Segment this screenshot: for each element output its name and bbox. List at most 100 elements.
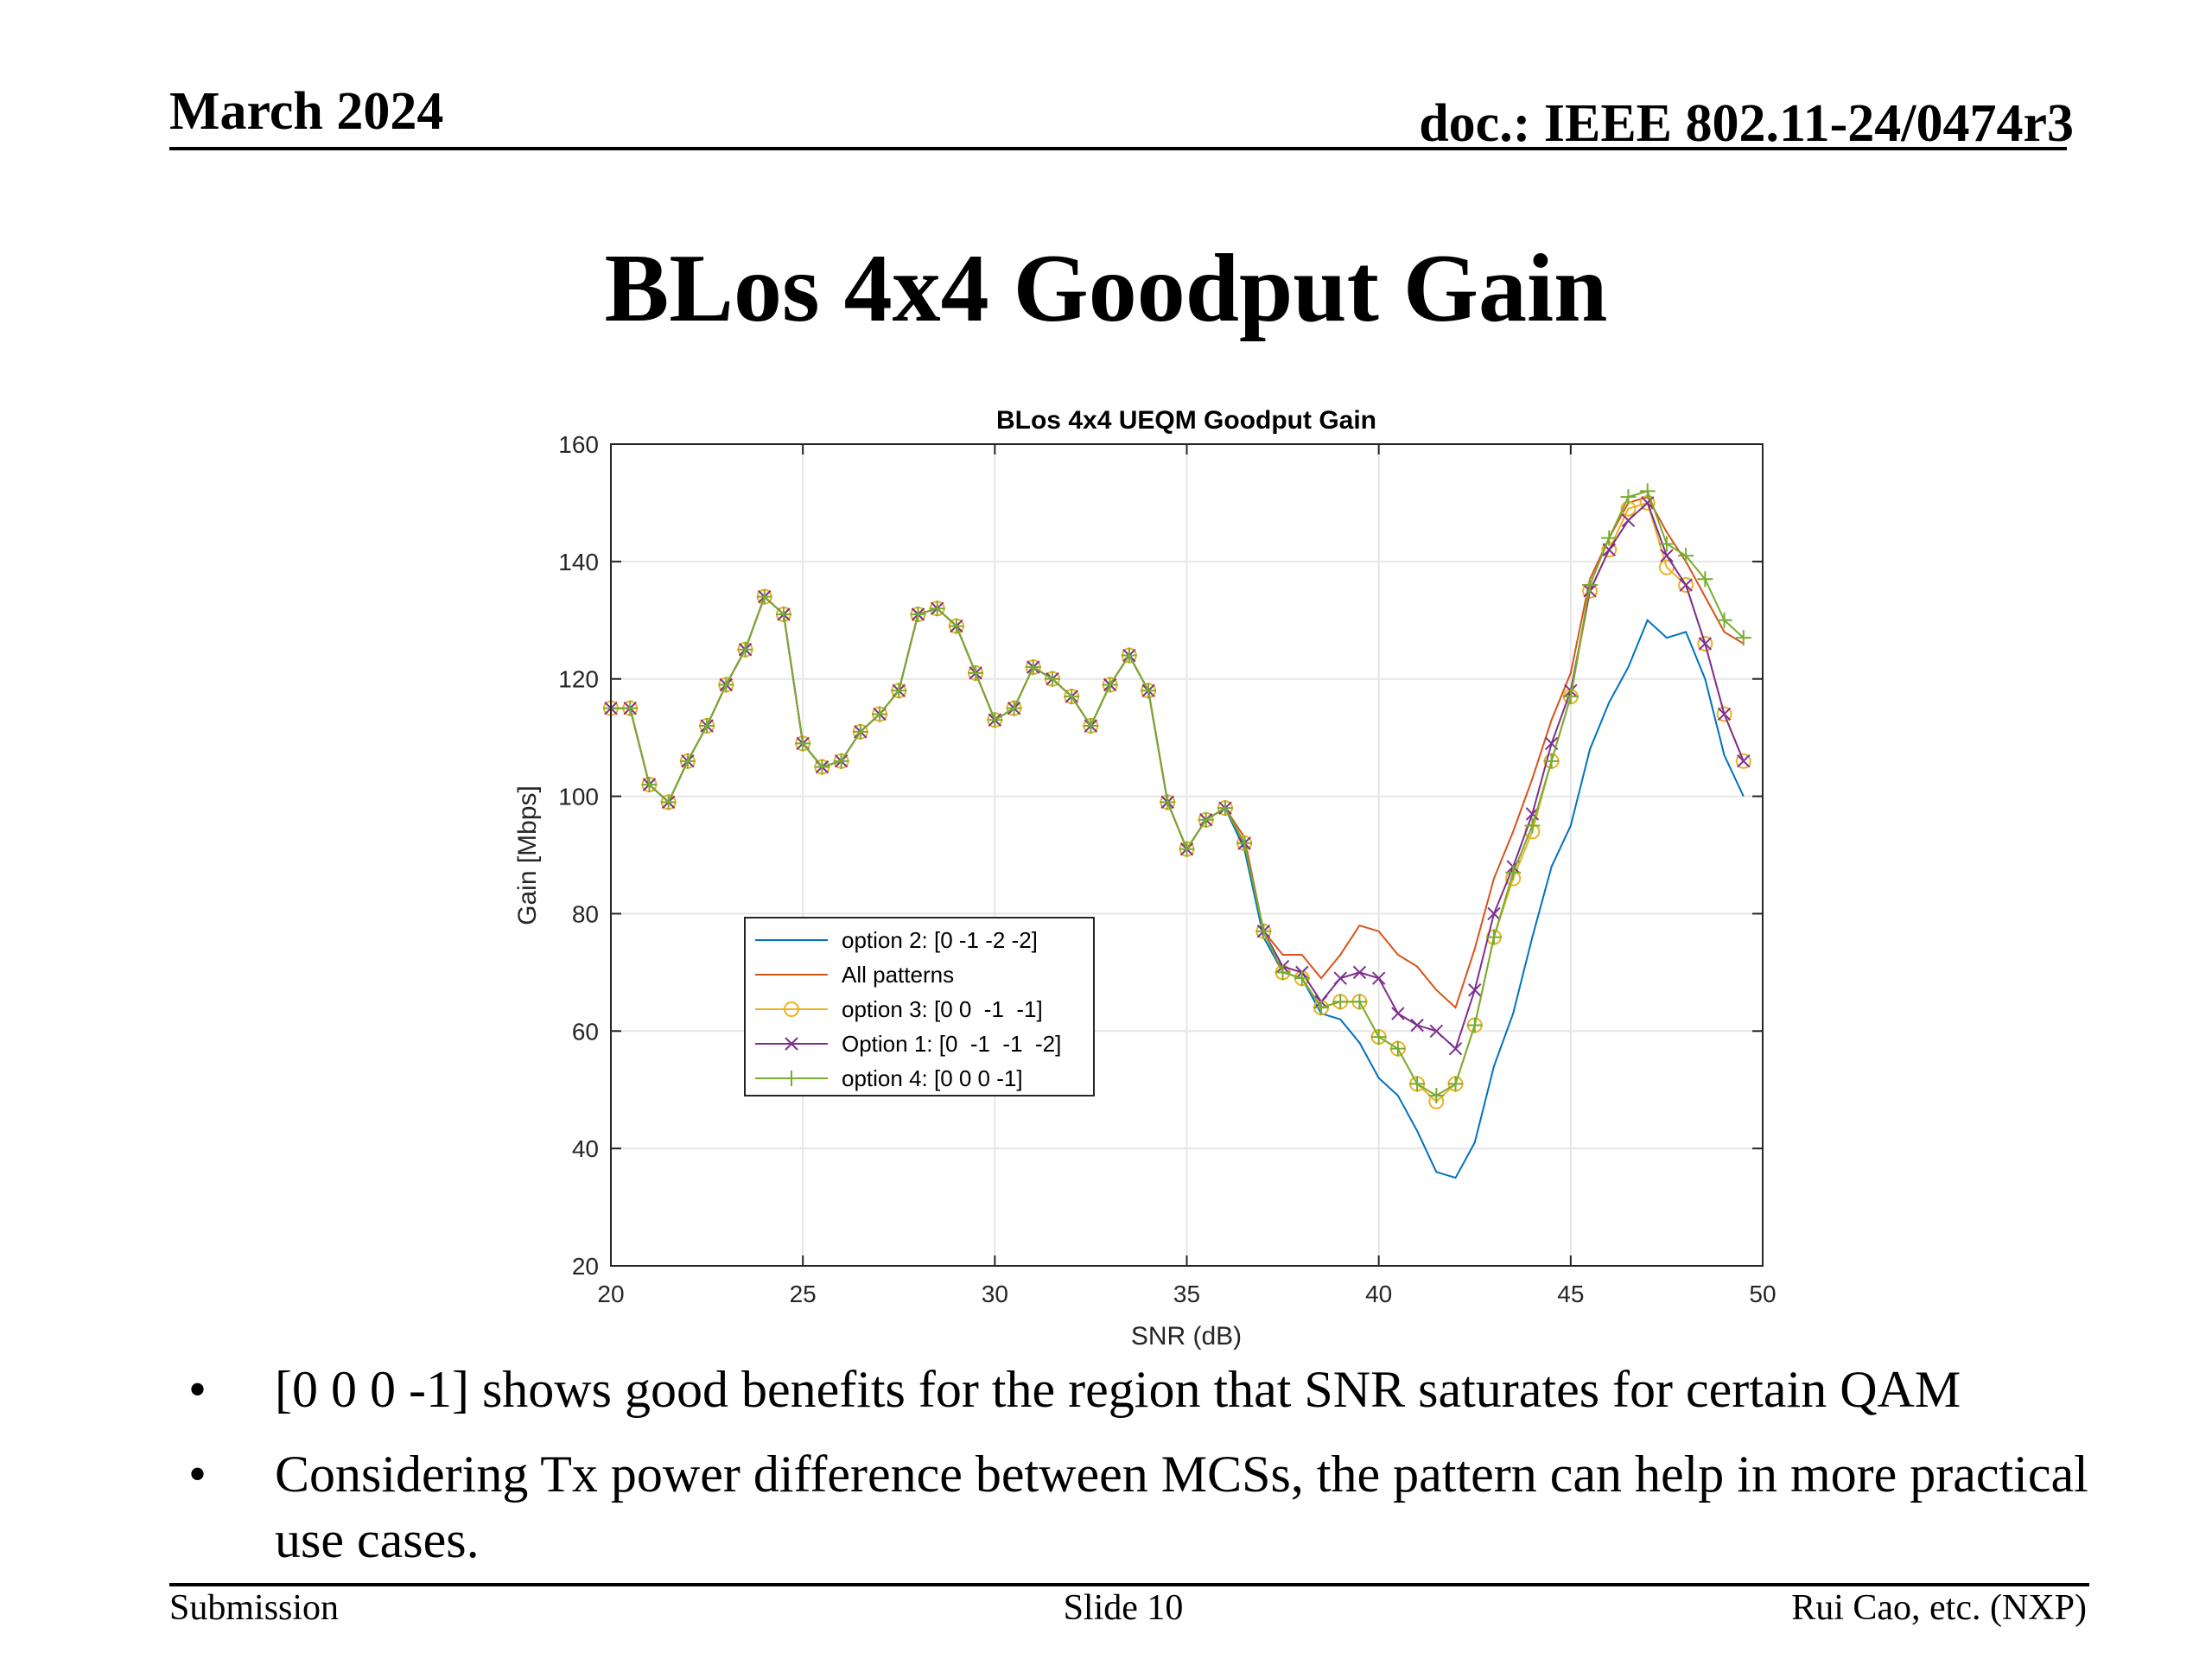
legend-entry: All patterns (755, 962, 954, 988)
data-point-marker (795, 735, 811, 752)
bullet-item: • [0 0 0 -1] shows good benefits for the… (188, 1357, 2141, 1422)
data-point-marker (968, 664, 984, 681)
data-point-marker (1716, 706, 1732, 722)
data-point-marker (833, 753, 849, 769)
data-point-marker (1332, 994, 1349, 1010)
data-point-marker (1466, 1017, 1483, 1033)
data-point-marker (1371, 971, 1386, 985)
data-point-marker (872, 706, 888, 722)
series-5 (603, 483, 1751, 1104)
x-tick-label: 45 (1557, 1281, 1584, 1307)
data-point-marker (1639, 483, 1656, 499)
data-point-marker (1313, 1000, 1330, 1016)
data-point-marker (1429, 1024, 1444, 1038)
data-point-marker (641, 776, 658, 792)
data-point-marker (948, 618, 964, 634)
data-point-marker (1025, 659, 1041, 676)
data-point-marker (1448, 1041, 1463, 1056)
y-tick-label: 100 (558, 784, 599, 810)
data-point-marker (1717, 707, 1732, 721)
data-point-marker (1737, 754, 1751, 768)
bullet-symbol: • (188, 1361, 207, 1418)
data-point-marker (775, 606, 791, 622)
y-tick-label: 160 (558, 431, 599, 458)
x-marker-stroke (1468, 983, 1482, 997)
data-point-marker (679, 753, 696, 769)
legend-entry: Option 1: [0 -1 -1 -2] (755, 1031, 1061, 1057)
data-point-marker (1391, 1007, 1405, 1020)
data-point-marker (1524, 817, 1541, 834)
data-point-marker (699, 718, 715, 734)
x-marker-stroke (1640, 496, 1655, 510)
x-marker-stroke (1371, 971, 1386, 985)
data-point-marker (1428, 1088, 1445, 1104)
legend-label: option 2: [0 -1 -2 -2] (842, 927, 1038, 953)
legend-label: option 4: [0 0 0 -1] (842, 1065, 1023, 1091)
data-point-marker (1735, 753, 1751, 769)
series-line (611, 490, 1745, 1097)
legend-entry: option 3: [0 0 -1 -1] (755, 996, 1043, 1022)
slide-title: BLos 4x4 Goodput Gain (604, 235, 1608, 342)
data-point-marker (1698, 637, 1713, 651)
data-point-marker (1160, 794, 1176, 810)
x-marker-stroke (1448, 1041, 1463, 1056)
data-point-marker (784, 1001, 799, 1017)
x-marker-stroke (1333, 971, 1347, 985)
legend-entry: option 2: [0 -1 -2 -2] (755, 927, 1038, 953)
data-point-marker (1255, 923, 1272, 939)
x-tick-label: 50 (1749, 1281, 1776, 1307)
data-point-marker (1468, 983, 1482, 997)
x-marker-stroke (1391, 1007, 1405, 1020)
data-point-marker (1294, 970, 1310, 987)
goodput-gain-chart: 20 25 30 35 40 45 50 20 40 60 80 100 120 140 160 BLos … (513, 406, 1777, 1351)
legend-entry: option 4: [0 0 0 -1] (755, 1065, 1023, 1091)
bullet-symbol: • (188, 1446, 207, 1503)
data-point-marker (660, 794, 677, 810)
x-marker-stroke (1410, 1018, 1424, 1033)
data-point-marker (1621, 513, 1636, 528)
data-point-marker (1236, 835, 1253, 851)
data-point-marker (1660, 549, 1674, 563)
data-point-marker (910, 606, 926, 622)
legend-label: Option 1: [0 -1 -1 -2] (842, 1031, 1061, 1057)
x-marker-stroke (1487, 906, 1501, 921)
data-point-marker (1447, 1076, 1464, 1092)
footer-author: Rui Cao, etc. (NXP) (1791, 1588, 2087, 1628)
data-point-marker (987, 712, 1003, 728)
data-point-marker (1006, 700, 1022, 716)
y-axis-label: Gain [Mbps] (513, 785, 542, 925)
y-tick-label: 40 (572, 1135, 599, 1162)
chart-title: BLos 4x4 UEQM Goodput Gain (996, 406, 1376, 435)
y-tick-label: 20 (572, 1253, 599, 1280)
data-point-marker (1179, 841, 1195, 857)
x-tick-label: 40 (1365, 1281, 1392, 1307)
x-marker-stroke (1602, 543, 1616, 556)
data-point-marker (1141, 683, 1157, 699)
data-point-marker (737, 641, 753, 658)
legend-label: All patterns (842, 962, 954, 988)
data-point-marker (852, 723, 868, 740)
y-tick-label: 60 (572, 1018, 599, 1045)
data-point-marker (1370, 1029, 1387, 1046)
x-marker-stroke (785, 1037, 798, 1051)
data-point-marker (1198, 811, 1214, 828)
data-point-marker (1044, 671, 1060, 687)
data-point-marker (1601, 530, 1618, 546)
header-rule (169, 147, 2067, 150)
bullet-text: [0 0 0 -1] shows good benefits for the r… (275, 1361, 1961, 1418)
data-point-marker (1389, 1040, 1406, 1057)
data-point-marker (785, 1037, 798, 1051)
data-point-marker (756, 588, 772, 605)
x-tick-label: 35 (1173, 1281, 1200, 1307)
x-marker-stroke (1717, 707, 1732, 721)
data-point-marker (1410, 1018, 1424, 1033)
y-tick-label: 120 (558, 666, 599, 693)
data-point-marker (1505, 864, 1522, 880)
data-point-marker (1640, 496, 1655, 510)
data-point-marker (1543, 753, 1560, 769)
data-point-marker (1351, 994, 1368, 1010)
x-marker-stroke (1429, 1024, 1444, 1038)
data-point-marker (1274, 964, 1291, 981)
data-point-marker (1102, 677, 1118, 693)
data-point-marker (891, 683, 907, 699)
